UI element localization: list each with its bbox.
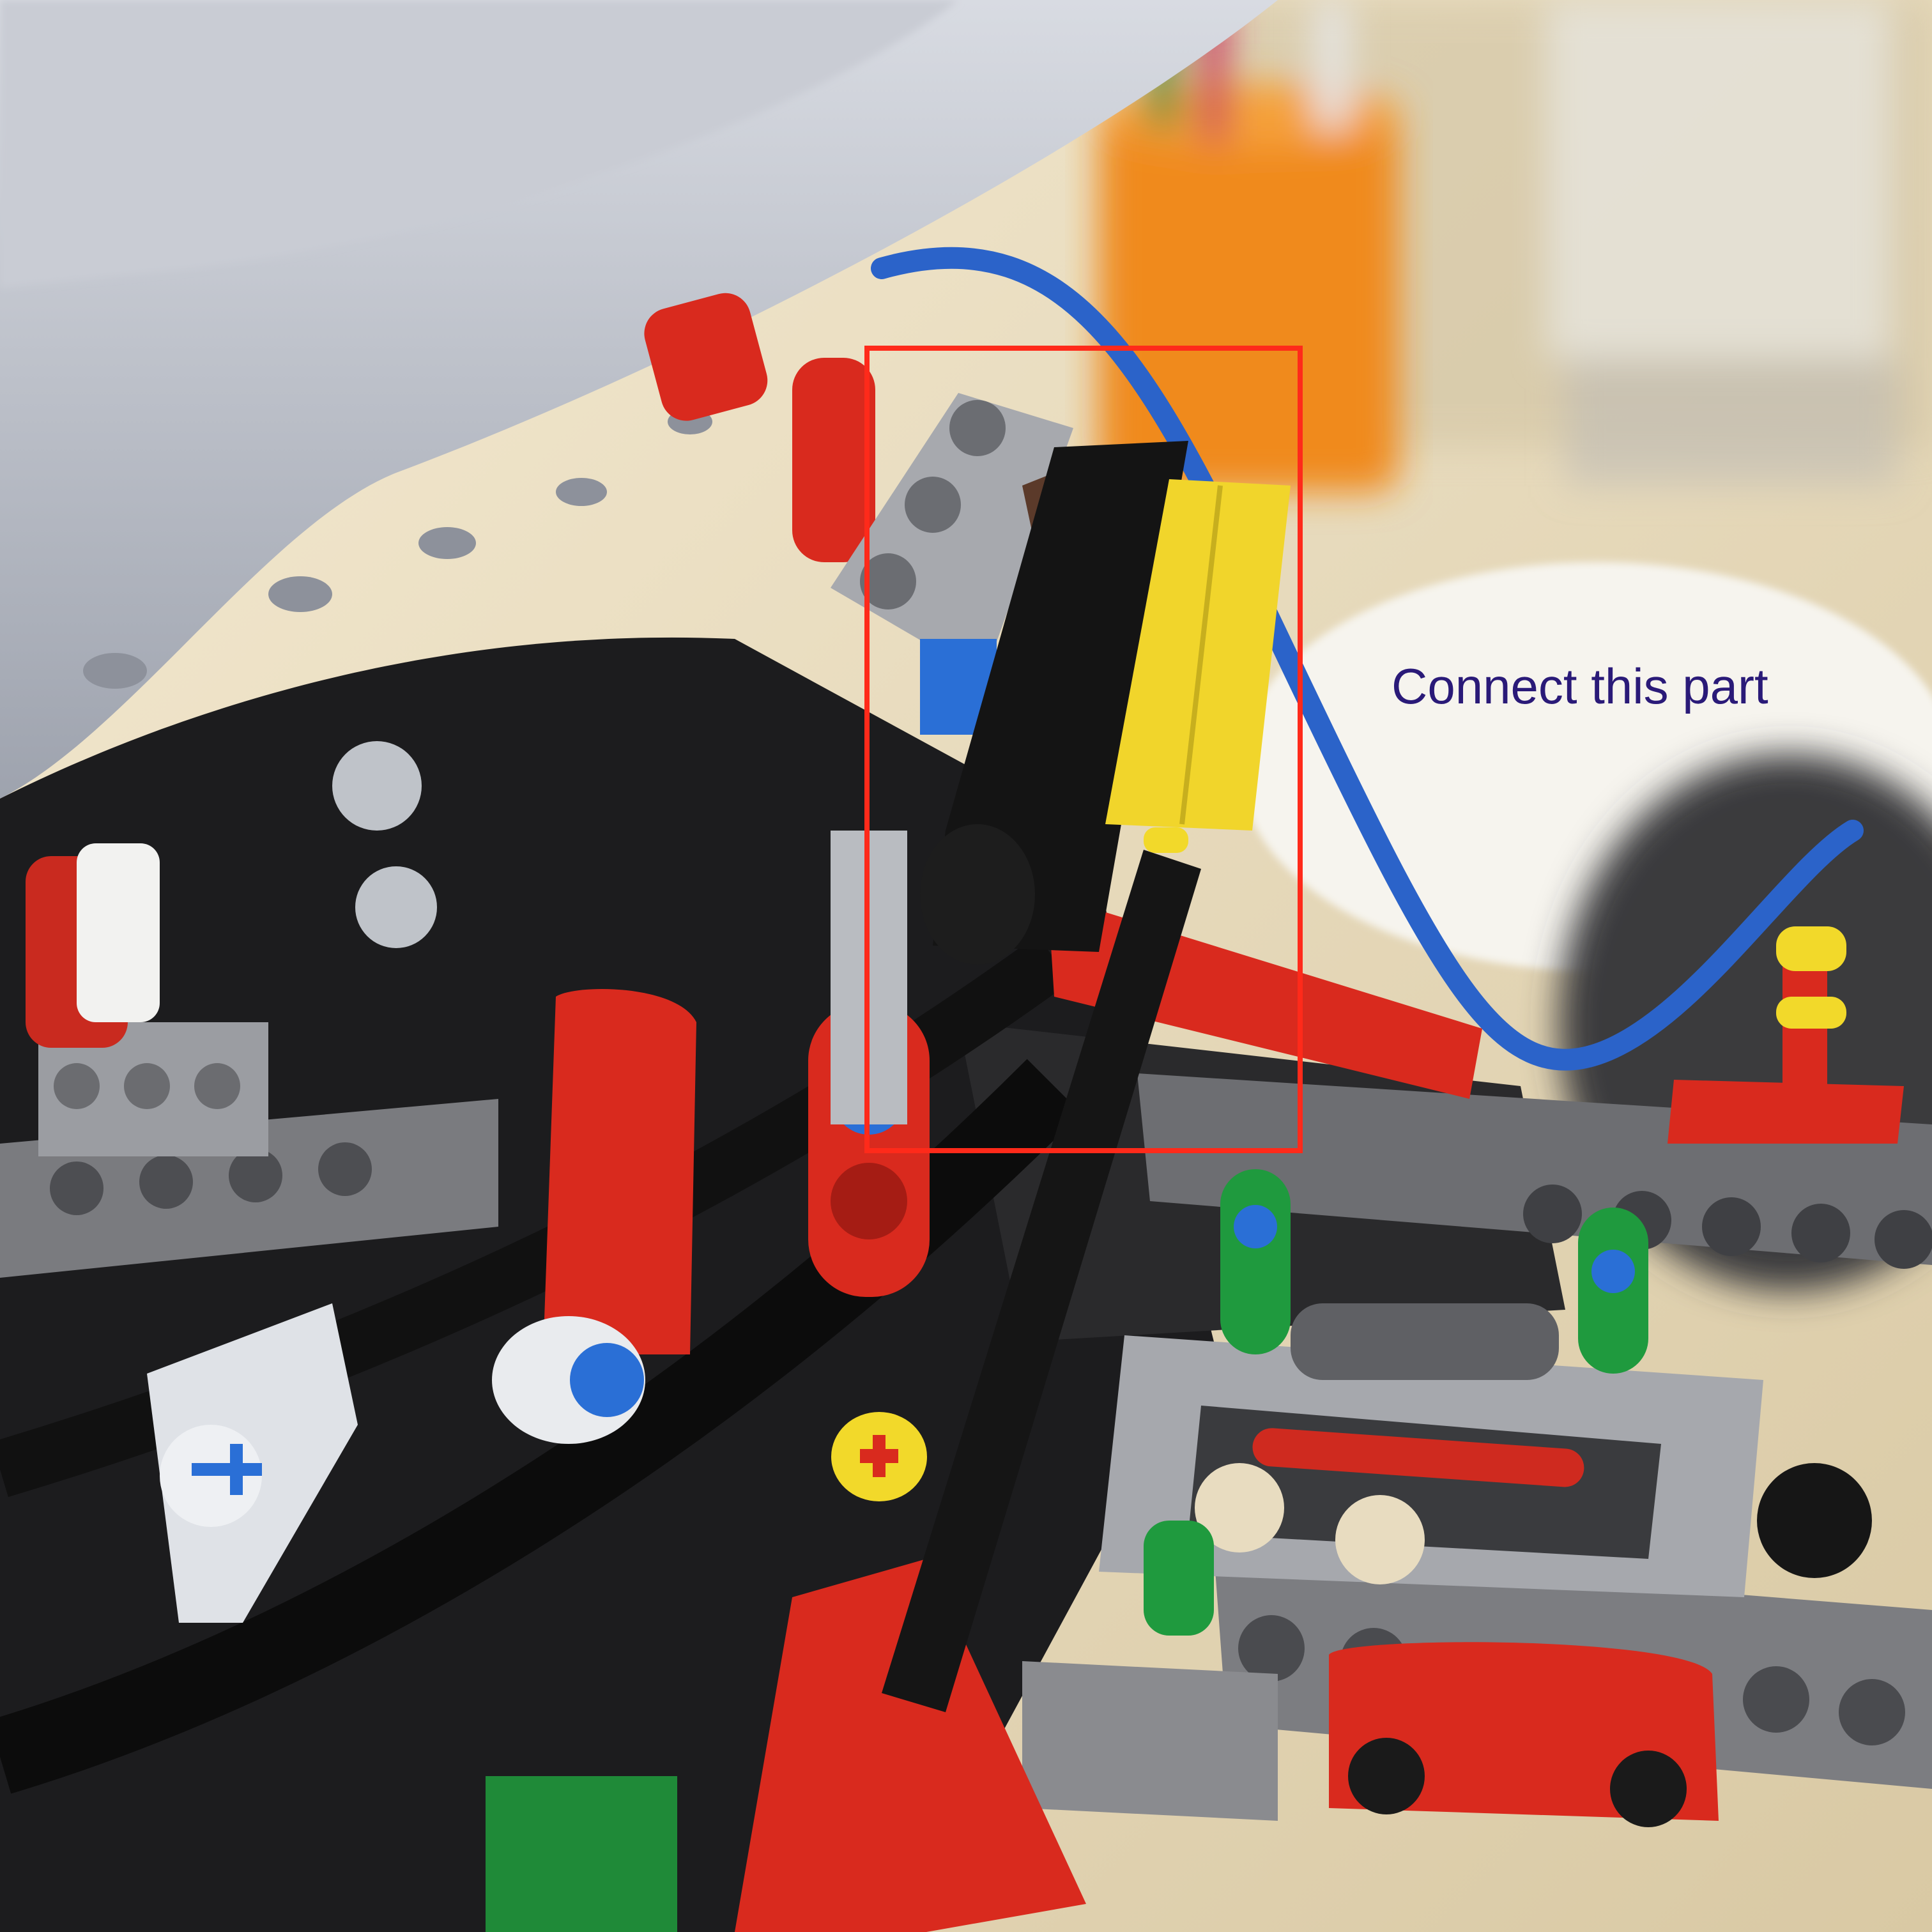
highlight-box [864, 346, 1303, 1153]
inner-frame [1099, 1303, 1872, 1597]
glass [1546, 0, 1897, 486]
green-connectors [486, 1169, 1648, 1932]
blue-cable [871, 247, 1864, 1071]
annotation-caption: Connect this part [1392, 658, 1768, 714]
white-parts [77, 741, 645, 1623]
black-axle [831, 827, 1846, 1712]
grey-beam-left [0, 1022, 498, 1278]
